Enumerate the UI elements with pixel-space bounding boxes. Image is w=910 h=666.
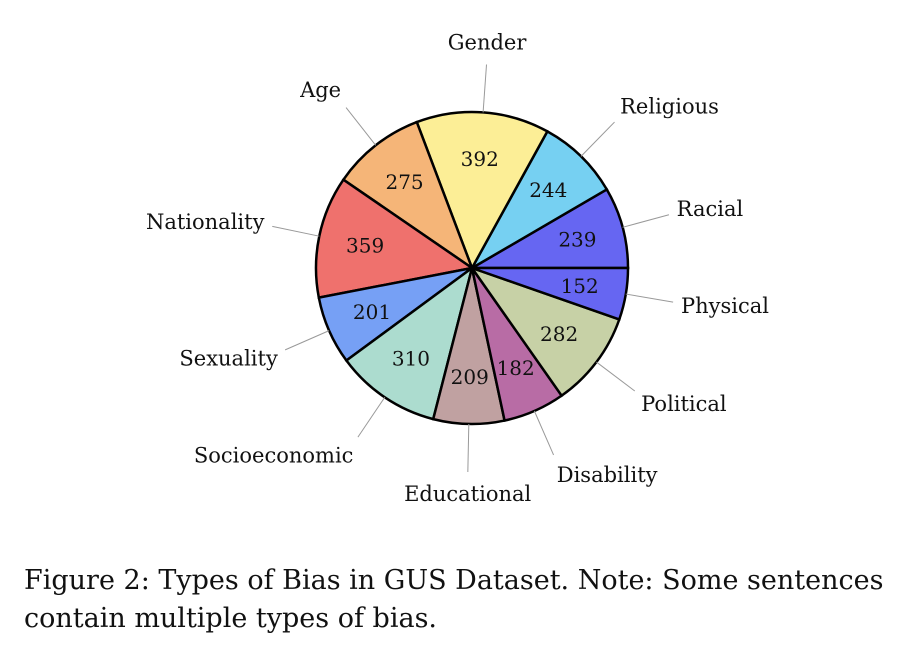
category-label-educational: Educational [404,482,531,506]
value-label-religious: 244 [529,178,567,202]
leader-age [345,107,377,146]
value-label-sexuality: 201 [353,300,391,324]
leader-political [596,361,636,392]
slice-gender [415,110,550,271]
leader-religious [580,121,615,157]
category-label-sexuality: Sexuality [179,347,278,371]
value-label-socioeconomic: 310 [392,347,430,371]
category-label-gender: Gender [448,31,528,55]
category-label-physical: Physical [681,294,769,318]
leader-racial [622,214,670,228]
slice-religious [468,129,609,272]
leader-nationality [272,225,320,237]
value-label-educational: 209 [451,365,489,389]
value-label-age: 275 [385,170,423,194]
slice-age [341,120,475,272]
leader-socioeconomic [357,397,386,438]
value-label-gender: 392 [461,147,499,171]
category-label-socioeconomic: Socioeconomic [194,443,354,467]
category-label-disability: Disability [557,463,658,487]
category-label-nationality: Nationality [146,210,265,234]
value-label-disability: 182 [497,356,535,380]
value-label-racial: 239 [558,228,596,252]
figure-caption: Figure 2: Types of Bias in GUS Dataset. … [24,565,884,634]
slice-political [468,265,621,398]
category-label-age: Age [299,78,341,102]
slice-socioeconomic [344,264,475,421]
value-label-nationality: 359 [346,234,384,258]
leader-lines [272,64,674,472]
value-label-political: 282 [540,322,578,346]
value-label-physical: 152 [561,274,599,298]
slice-physical [471,266,630,321]
slice-nationality [314,177,476,300]
leader-physical [625,293,674,303]
pie-slices [314,110,630,426]
category-labels: Racial Religious Gender Age Nationality Sexua… [146,31,769,506]
category-label-racial: Racial [677,197,744,221]
leader-educational [467,423,470,472]
leader-sexuality [284,330,330,351]
leader-disability [533,410,555,456]
category-label-religious: Religious [620,94,719,118]
leader-gender [482,64,488,113]
category-label-political: Political [641,392,727,416]
